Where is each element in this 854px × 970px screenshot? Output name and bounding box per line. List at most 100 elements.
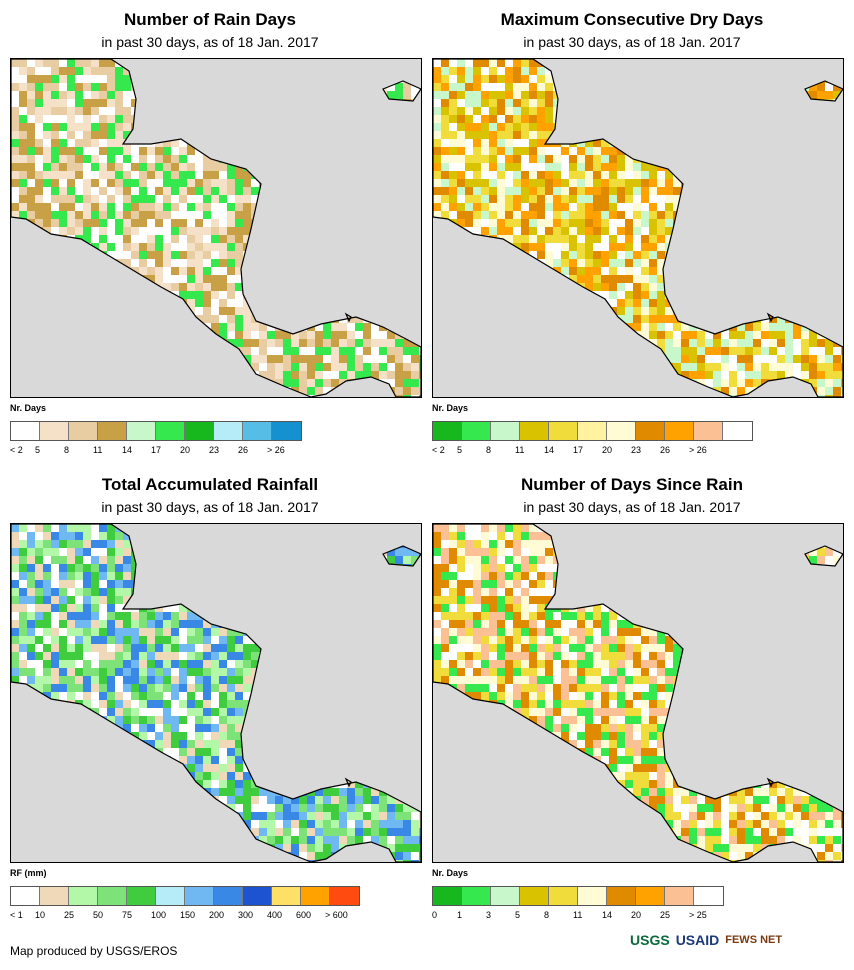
land-grid xyxy=(433,524,843,862)
coastline xyxy=(433,59,843,397)
legend-swatch xyxy=(214,422,243,440)
legend-tick: 75 xyxy=(122,910,133,920)
legend-swatch xyxy=(694,422,723,440)
legend-swatch xyxy=(69,887,98,905)
map-credit: Map produced by USGS/EROS xyxy=(10,944,178,958)
legend-swatch xyxy=(156,422,185,440)
legend-tick: 23 xyxy=(631,445,642,455)
legend xyxy=(10,886,360,906)
legend-tick: 14 xyxy=(122,445,133,455)
legend-tick: 200 xyxy=(209,910,225,920)
legend-swatch xyxy=(520,887,549,905)
legend-tick: > 26 xyxy=(267,445,285,455)
fews-net-logo: FEWS NET xyxy=(725,934,783,946)
dry-days-panel: Maximum Consecutive Dry Days in past 30 … xyxy=(422,0,844,465)
legend-swatch xyxy=(607,887,636,905)
dry-days-map xyxy=(432,58,844,398)
rain-days-panel: Number of Rain Days in past 30 days, as … xyxy=(0,0,422,465)
panel-subtitle: in past 30 days, as of 18 Jan. 2017 xyxy=(523,499,741,515)
legend-swatch xyxy=(127,422,156,440)
legend-swatch xyxy=(520,422,549,440)
legend-swatch xyxy=(694,887,723,905)
legend-swatch xyxy=(723,422,752,440)
rainfall-panel: Total Accumulated Rainfall in past 30 da… xyxy=(0,465,422,930)
days-since-rain-panel: Number of Days Since Rain in past 30 day… xyxy=(422,465,844,930)
coastline xyxy=(11,59,421,397)
legend-unit: RF (mm) xyxy=(10,868,47,878)
legend-swatch xyxy=(272,887,301,905)
panel-subtitle: in past 30 days, as of 18 Jan. 2017 xyxy=(101,34,319,50)
legend-tick: < 1 xyxy=(10,910,23,920)
coastline xyxy=(804,80,843,102)
legend xyxy=(10,421,302,441)
legend-swatch xyxy=(243,422,272,440)
legend-swatch xyxy=(127,887,156,905)
legend-swatch xyxy=(636,422,665,440)
legend-swatch xyxy=(636,887,665,905)
legend-tick: 8 xyxy=(486,445,492,455)
legend-tick: 150 xyxy=(180,910,196,920)
legend-tick: 5 xyxy=(457,445,463,455)
legend-swatch xyxy=(549,887,578,905)
land-grid xyxy=(433,59,843,397)
legend-swatch xyxy=(549,422,578,440)
legend-tick: 14 xyxy=(602,910,613,920)
legend-swatch xyxy=(185,887,214,905)
legend-tick: 25 xyxy=(660,910,671,920)
legend-tick: 17 xyxy=(151,445,162,455)
land-grid xyxy=(11,59,421,397)
legend-tick: 11 xyxy=(93,445,103,455)
legend-swatch xyxy=(578,887,607,905)
coastline xyxy=(382,80,421,102)
coastline xyxy=(344,312,352,323)
legend-tick: > 26 xyxy=(689,445,707,455)
legend-tick: 26 xyxy=(238,445,249,455)
legend-tick: 20 xyxy=(180,445,191,455)
legend-unit: Nr. Days xyxy=(10,403,47,413)
usaid-logo: USAID xyxy=(675,932,720,948)
legend-tick: 600 xyxy=(296,910,312,920)
usgs-logo: USGS xyxy=(630,932,670,948)
legend-swatch xyxy=(301,887,330,905)
legend-swatch xyxy=(40,887,69,905)
legend-tick: 20 xyxy=(631,910,642,920)
coastline xyxy=(766,777,774,788)
legend-tick: 8 xyxy=(544,910,550,920)
legend-tick: 100 xyxy=(151,910,167,920)
legend-swatch xyxy=(243,887,272,905)
legend-tick: 23 xyxy=(209,445,220,455)
legend-swatch xyxy=(665,422,694,440)
legend-tick: > 600 xyxy=(325,910,348,920)
legend-tick: < 2 xyxy=(10,445,23,455)
legend-swatch xyxy=(40,422,69,440)
legend-tick: 1 xyxy=(457,910,463,920)
coastline xyxy=(433,524,843,862)
panel-title: Number of Rain Days xyxy=(124,10,296,29)
panel-title: Number of Days Since Rain xyxy=(520,475,743,494)
legend-unit: Nr. Days xyxy=(432,868,469,878)
legend-swatch xyxy=(462,422,491,440)
legend-swatch xyxy=(665,887,694,905)
legend-swatch xyxy=(185,422,214,440)
panel-subtitle: in past 30 days, as of 18 Jan. 2017 xyxy=(101,499,319,515)
legend-swatch xyxy=(214,887,243,905)
legend-tick: 300 xyxy=(238,910,254,920)
panel-title: Total Accumulated Rainfall xyxy=(101,475,319,494)
panel-subtitle: in past 30 days, as of 18 Jan. 2017 xyxy=(523,34,741,50)
legend-swatch xyxy=(433,422,462,440)
legend-swatch xyxy=(156,887,185,905)
legend-swatch xyxy=(607,422,636,440)
logos: USGS USAID FEWS NET xyxy=(630,932,782,948)
rainfall-map xyxy=(10,523,422,863)
legend-tick: 20 xyxy=(602,445,613,455)
legend-tick: > 25 xyxy=(689,910,707,920)
legend-tick: 11 xyxy=(573,910,583,920)
legend-tick: 50 xyxy=(93,910,104,920)
legend xyxy=(432,886,724,906)
legend-ticks: < 2 5 8 11 14 17 20 23 26 > 26 xyxy=(432,445,812,457)
legend-swatch xyxy=(69,422,98,440)
legend-tick: 17 xyxy=(573,445,584,455)
legend-tick: 0 xyxy=(432,910,438,920)
legend-tick: 5 xyxy=(515,910,521,920)
legend-ticks: 0 1 3 5 8 11 14 20 25 > 25 xyxy=(432,910,812,922)
